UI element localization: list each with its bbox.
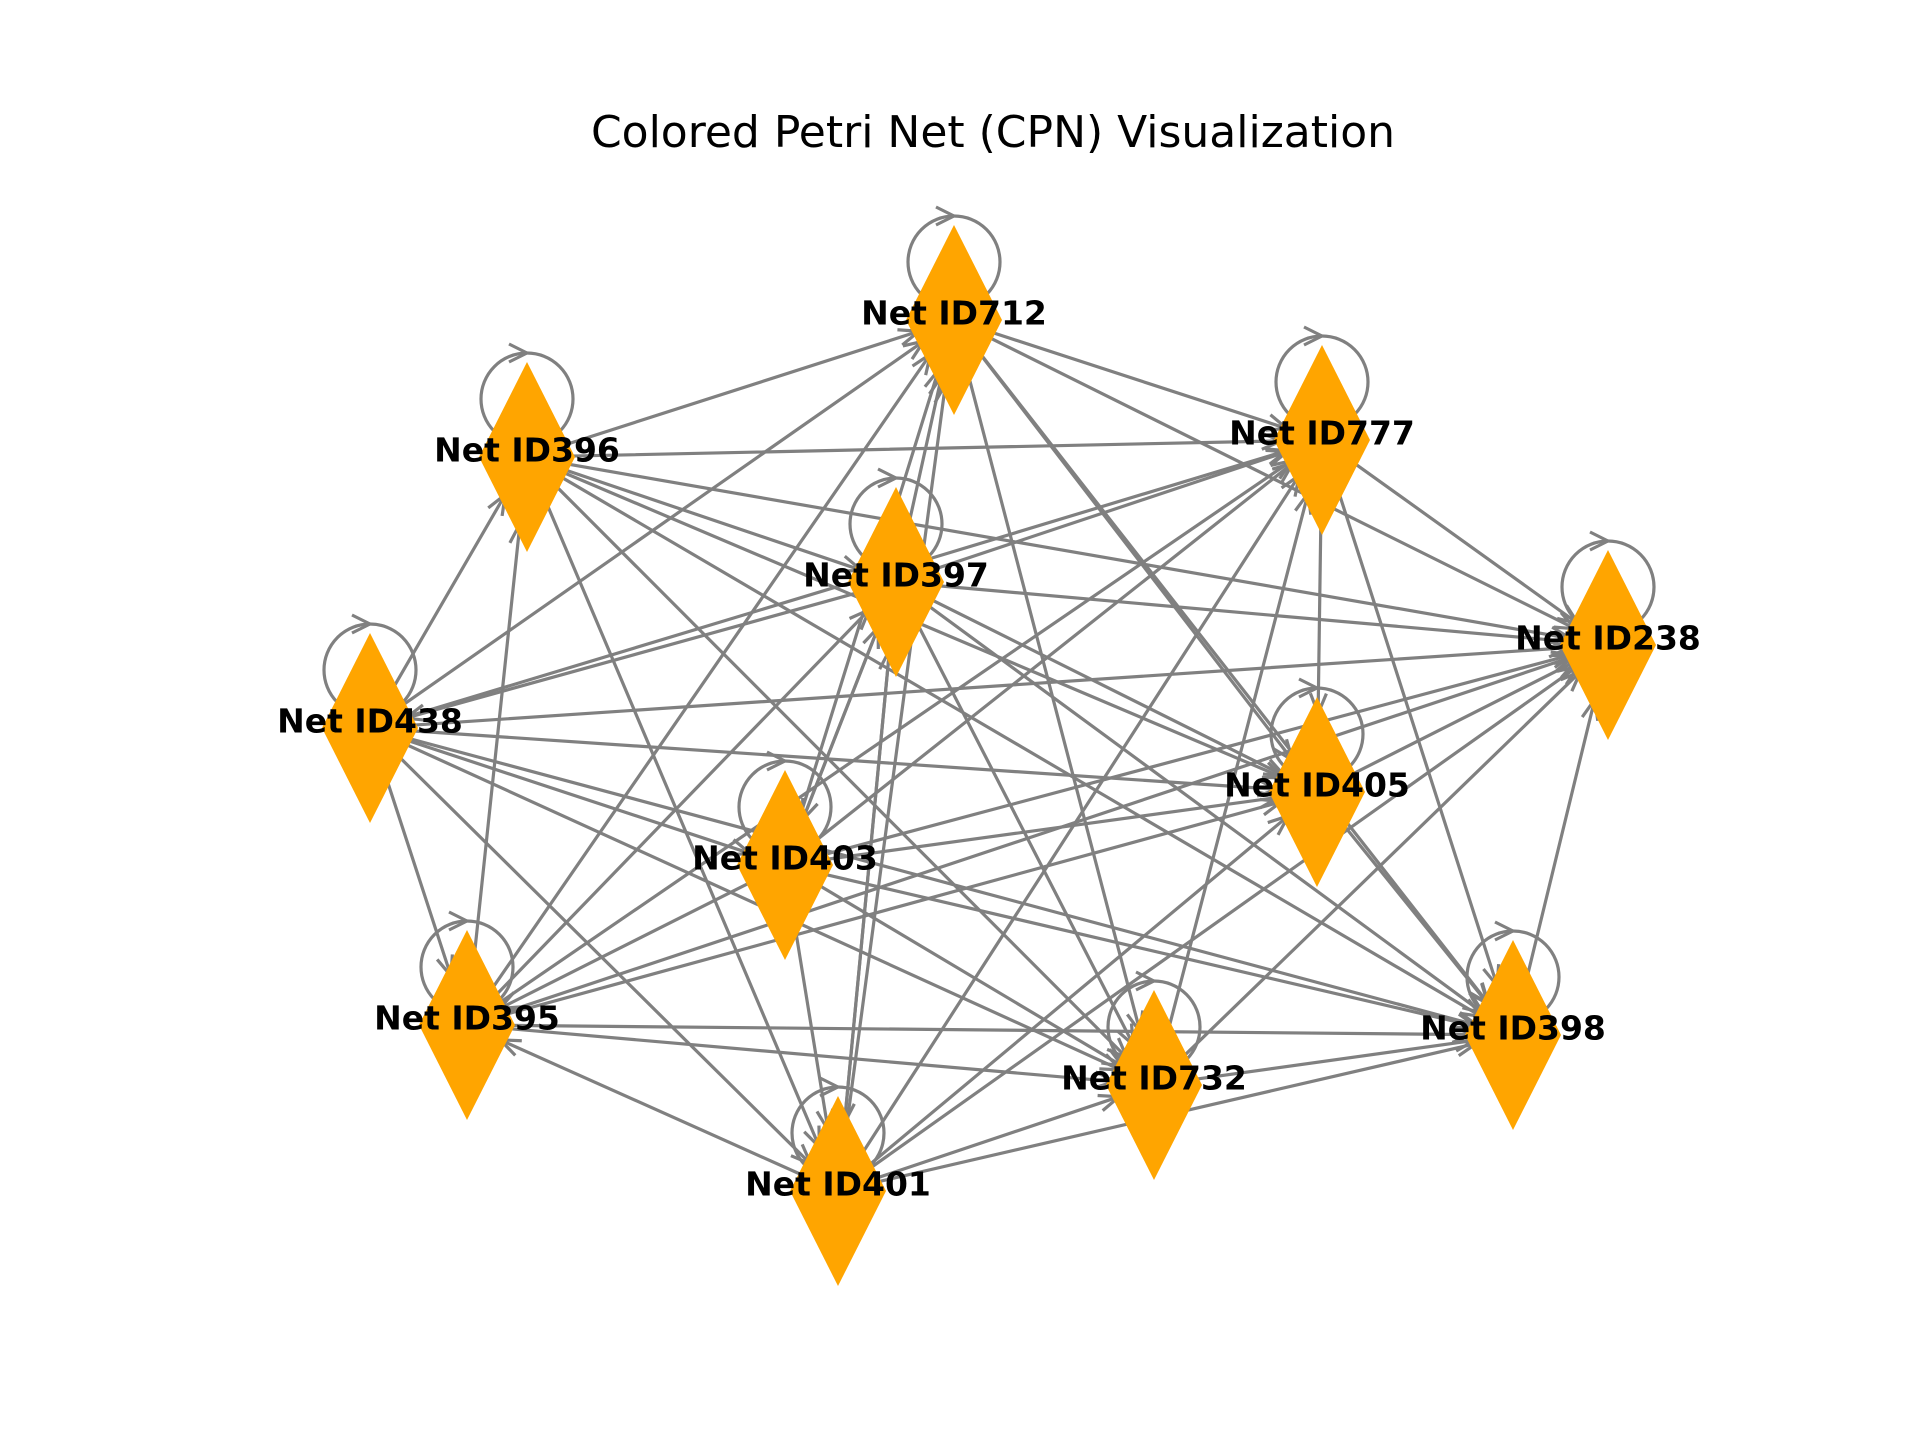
node-438 — [322, 633, 418, 823]
node-label-395: Net ID395 — [374, 999, 560, 1038]
node-396 — [479, 362, 575, 552]
node-238 — [1560, 550, 1656, 740]
node-401 — [790, 1096, 886, 1286]
node-label-438: Net ID438 — [277, 702, 463, 741]
node-712 — [906, 225, 1002, 415]
node-777 — [1274, 345, 1370, 535]
node-label-712: Net ID712 — [861, 294, 1047, 333]
node-label-732: Net ID732 — [1061, 1059, 1247, 1098]
node-398 — [1465, 940, 1561, 1130]
node-label-405: Net ID405 — [1224, 766, 1410, 805]
node-label-401: Net ID401 — [745, 1165, 931, 1204]
node-label-403: Net ID403 — [692, 839, 878, 878]
node-label-238: Net ID238 — [1515, 619, 1701, 658]
nodes-layer — [322, 225, 1656, 1286]
node-403 — [737, 770, 833, 960]
node-397 — [848, 487, 944, 677]
node-label-777: Net ID777 — [1229, 414, 1415, 453]
node-732 — [1106, 990, 1202, 1180]
labels-layer: Net ID712 Net ID777 Net ID396 Net ID397 Net … — [277, 294, 1701, 1204]
diagram-title: Colored Petri Net (CPN) Visualization — [591, 107, 1395, 158]
node-label-396: Net ID396 — [434, 431, 620, 470]
node-label-397: Net ID397 — [803, 556, 989, 595]
node-405 — [1269, 697, 1365, 887]
node-395 — [419, 930, 515, 1120]
node-label-398: Net ID398 — [1420, 1009, 1606, 1048]
